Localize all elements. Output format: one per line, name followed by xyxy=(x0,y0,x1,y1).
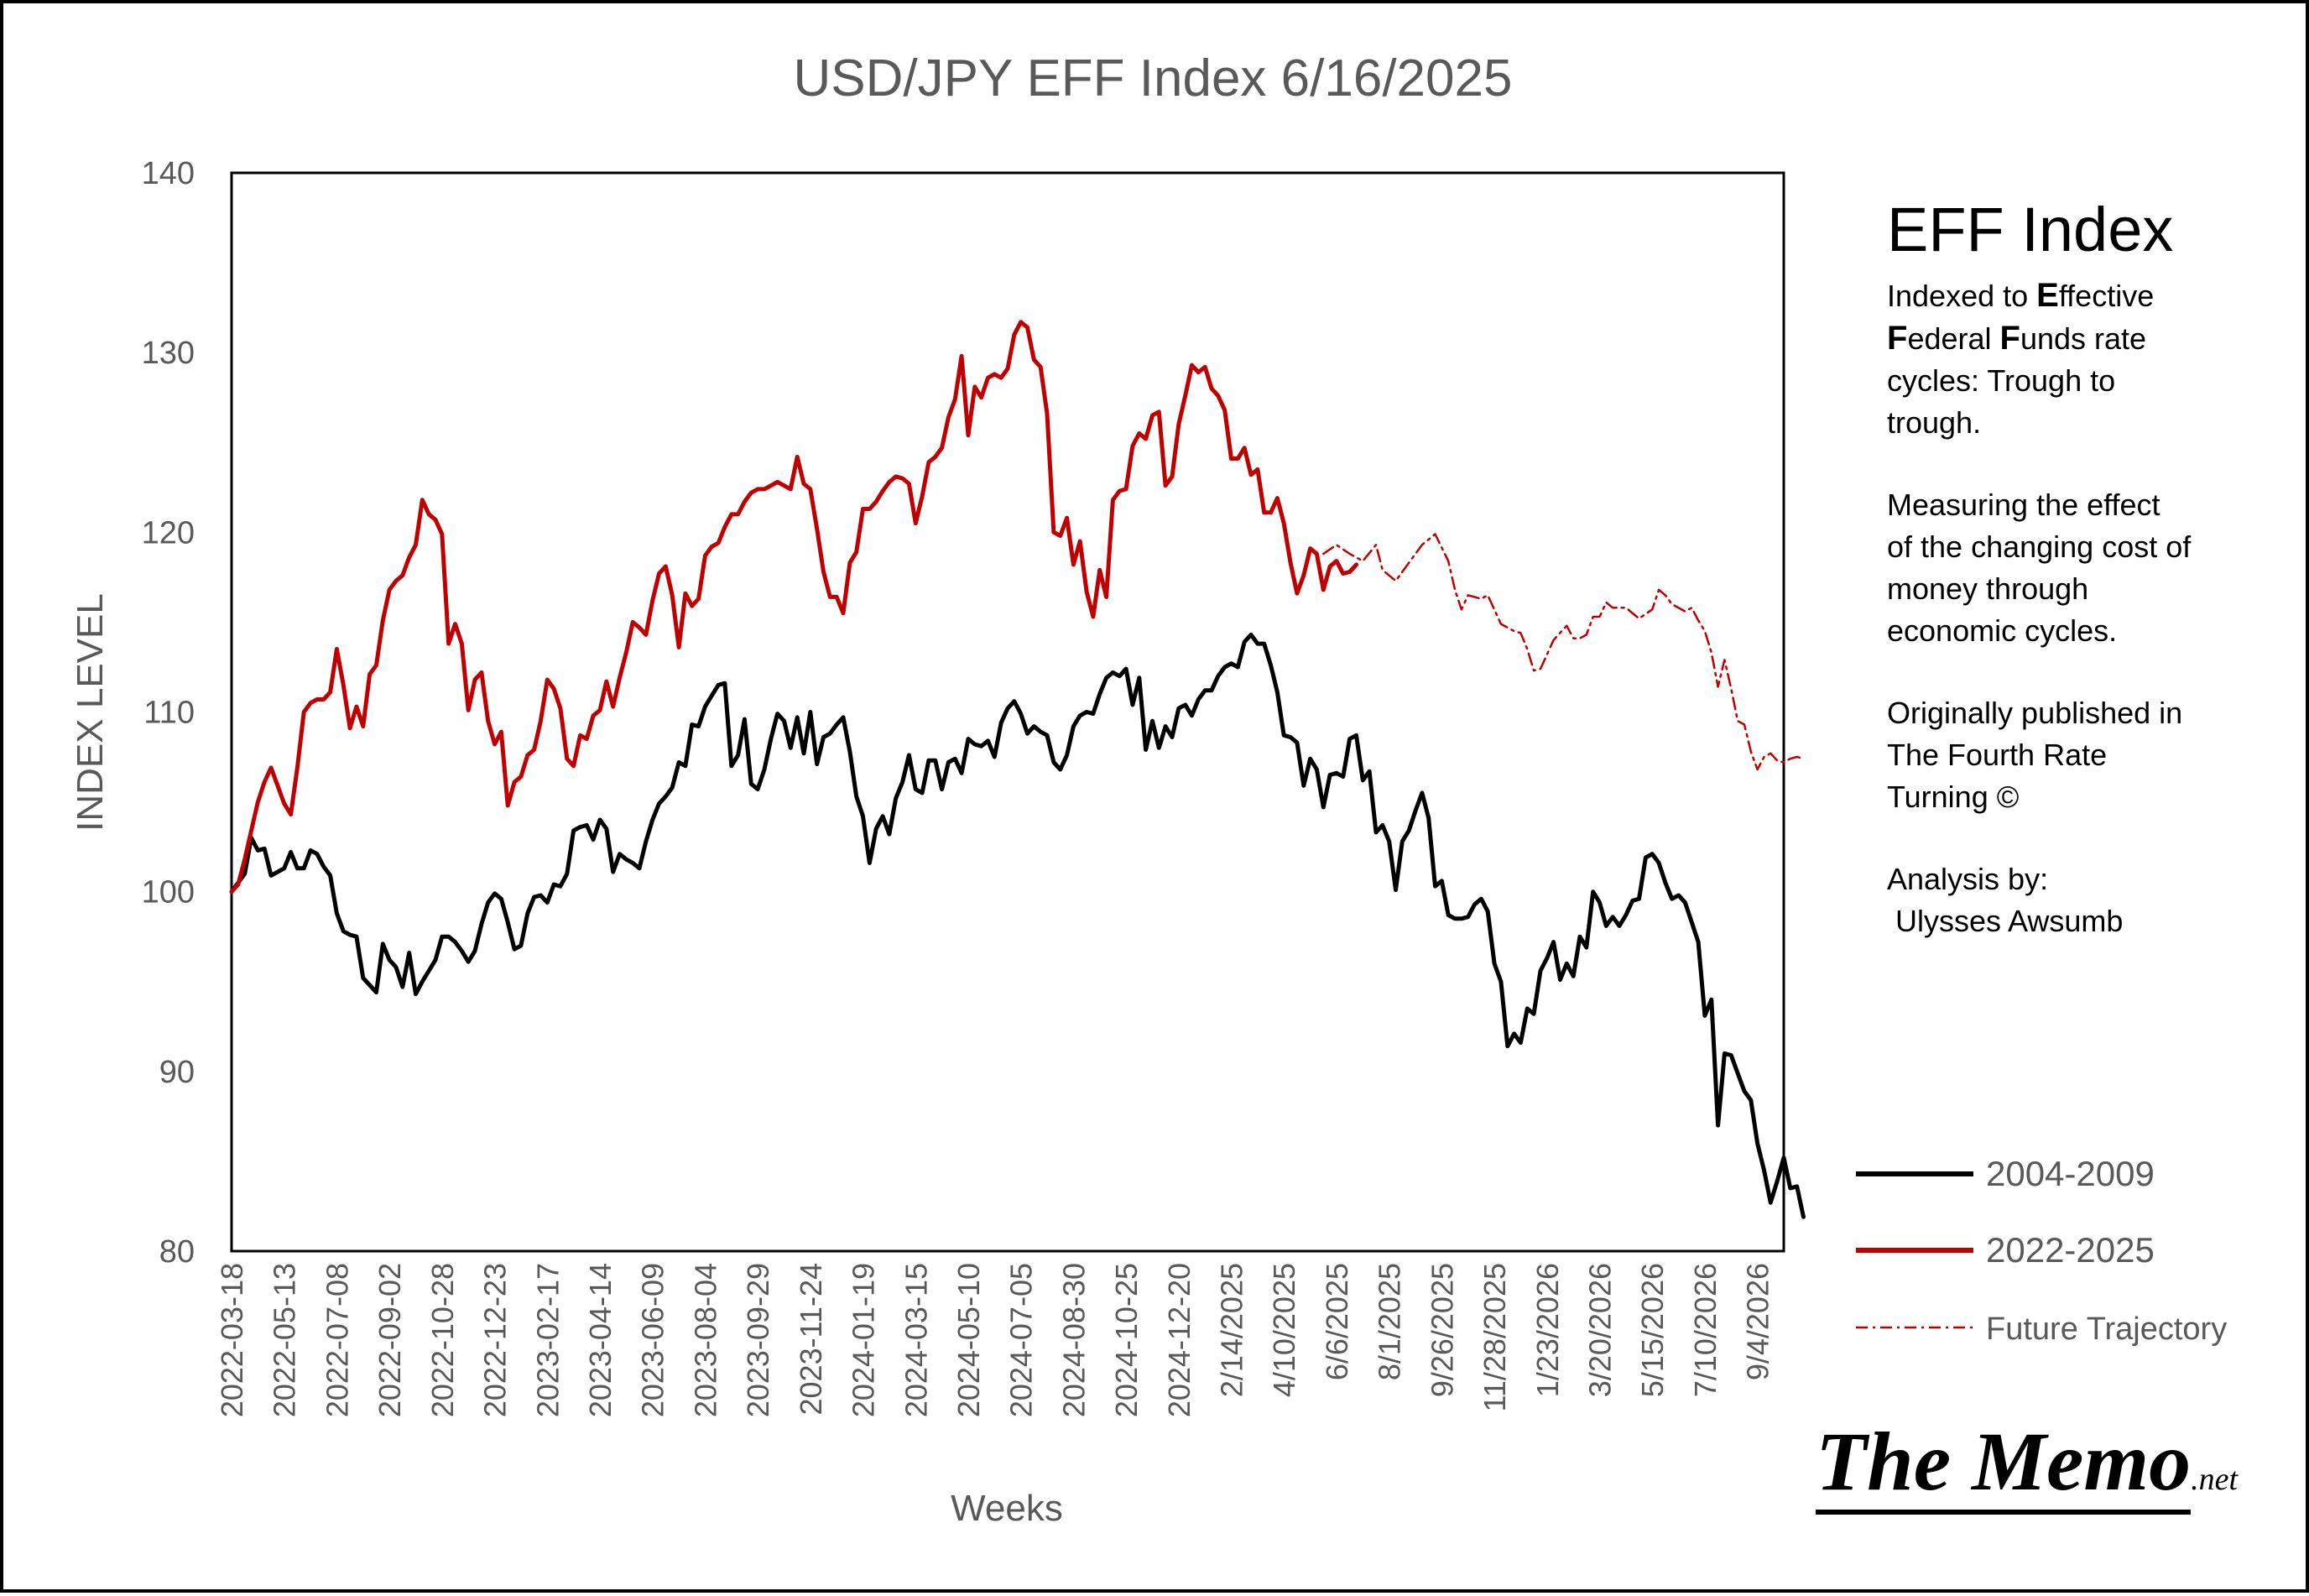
description-text: Turning © xyxy=(1887,780,2020,814)
plot-area xyxy=(230,171,1785,1253)
description-paragraph-definition: Indexed to Effective Federal Funds rate … xyxy=(1887,274,2281,444)
chart-svg: USD/JPY EFF Index 6/16/2025 80 90 100 110 120… xyxy=(70,50,2227,1529)
x-tick-label: 8/1/2025 xyxy=(1373,1263,1407,1380)
description-text: Measuring the effect xyxy=(1887,488,2160,522)
description-text: ederal xyxy=(1907,321,2000,356)
description-heading: EFF Index xyxy=(1887,195,2174,264)
description-text: Originally published in xyxy=(1887,696,2183,730)
description-text: Ulysses Awsumb xyxy=(1887,904,2124,938)
y-tick-label: 140 xyxy=(142,156,195,191)
x-tick-label: 5/15/2026 xyxy=(1635,1263,1670,1397)
series-future-trajectory-line xyxy=(1322,533,1805,771)
eff-description-panel: EFF Index Indexed to Effective Federal F… xyxy=(1887,192,2281,983)
x-tick-label: 1/23/2026 xyxy=(1530,1263,1565,1397)
x-tick-label: 2024-03-15 xyxy=(899,1263,933,1417)
x-tick-label: 2024-01-19 xyxy=(847,1263,881,1417)
x-tick-label: 9/4/2026 xyxy=(1741,1263,1775,1380)
y-tick-label: 110 xyxy=(143,696,195,731)
y-axis-label: INDEX LEVEL xyxy=(70,593,111,832)
x-tick-label: 2023-09-29 xyxy=(741,1263,775,1417)
description-text: The Fourth Rate xyxy=(1887,738,2108,772)
description-text: unds rate xyxy=(2020,321,2147,356)
description-text: of the changing cost of xyxy=(1887,529,2192,564)
legend-label: 2022-2025 xyxy=(1986,1230,2155,1270)
description-text: Analysis by: xyxy=(1887,862,2049,896)
description-bold-letter: F xyxy=(1887,320,1908,357)
description-bold-letter: E xyxy=(2036,277,2059,314)
y-tick-label: 100 xyxy=(142,875,195,910)
description-text: ffective xyxy=(2058,279,2155,313)
x-tick-label: 2022-10-28 xyxy=(425,1263,460,1417)
x-tick-label: 2022-05-13 xyxy=(268,1263,302,1417)
x-tick-label: 3/20/2026 xyxy=(1583,1263,1618,1397)
x-tick-label: 2024-07-05 xyxy=(1004,1263,1039,1417)
y-tick-label: 130 xyxy=(142,336,195,371)
brand-suffix: .net xyxy=(2191,1462,2239,1497)
description-text: Indexed to xyxy=(1887,279,2037,313)
series-2004-2009-line xyxy=(229,632,1806,1219)
description-text: economic cycles. xyxy=(1887,613,2118,648)
description-text: cycles: Trough to xyxy=(1887,363,2116,398)
x-tick-label: 2023-04-14 xyxy=(583,1263,618,1417)
x-tick-label: 2022-09-02 xyxy=(373,1263,407,1417)
x-axis-label: Weeks xyxy=(951,1488,1063,1529)
x-tick-label: 2024-10-25 xyxy=(1109,1263,1144,1417)
x-tick-label: 2024-08-30 xyxy=(1056,1263,1091,1417)
legend-label: 2004-2009 xyxy=(1986,1154,2155,1193)
x-tick-label: 9/26/2025 xyxy=(1425,1263,1459,1397)
legend-label: Future Trajectory xyxy=(1986,1312,2227,1347)
x-tick-label: 2023-06-09 xyxy=(636,1263,670,1417)
y-tick-label: 80 xyxy=(159,1234,195,1270)
x-tick-label: 2023-11-24 xyxy=(794,1263,828,1415)
x-tick-label: 11/28/2025 xyxy=(1478,1263,1512,1412)
x-tick-label: 7/10/2026 xyxy=(1688,1263,1723,1397)
x-tick-label: 2022-03-18 xyxy=(215,1263,249,1417)
brand-logo: The Memo.net xyxy=(1816,1413,2239,1515)
x-tick-label: 2/14/2025 xyxy=(1215,1263,1249,1397)
x-tick-label: 2022-12-23 xyxy=(478,1263,513,1417)
description-text: trough. xyxy=(1887,405,1982,440)
description-paragraph-purpose: Measuring the effect of the changing cos… xyxy=(1887,484,2281,652)
brand-name: The Memo xyxy=(1816,1415,2192,1515)
description-bold-letter: F xyxy=(1999,320,2020,357)
series-2022-2025-line xyxy=(229,320,1358,894)
description-paragraph-source: Originally published in The Fourth Rate … xyxy=(1887,692,2281,818)
y-tick-label: 120 xyxy=(142,515,195,550)
x-tick-label: 4/10/2025 xyxy=(1267,1263,1301,1397)
x-tick-label: 2022-07-08 xyxy=(320,1263,354,1417)
x-tick-label: 2023-02-17 xyxy=(530,1263,565,1417)
description-text: money through xyxy=(1887,571,2089,606)
x-tick-label: 2024-05-10 xyxy=(951,1263,986,1417)
chart-title: USD/JPY EFF Index 6/16/2025 xyxy=(794,50,1513,107)
description-paragraph-author: Analysis by: Ulysses Awsumb xyxy=(1887,858,2281,942)
x-tick-label: 2023-08-04 xyxy=(688,1263,722,1417)
x-tick-label: 2024-12-20 xyxy=(1162,1263,1196,1417)
x-tick-label: 6/6/2025 xyxy=(1320,1263,1354,1380)
y-tick-label: 90 xyxy=(159,1055,195,1090)
